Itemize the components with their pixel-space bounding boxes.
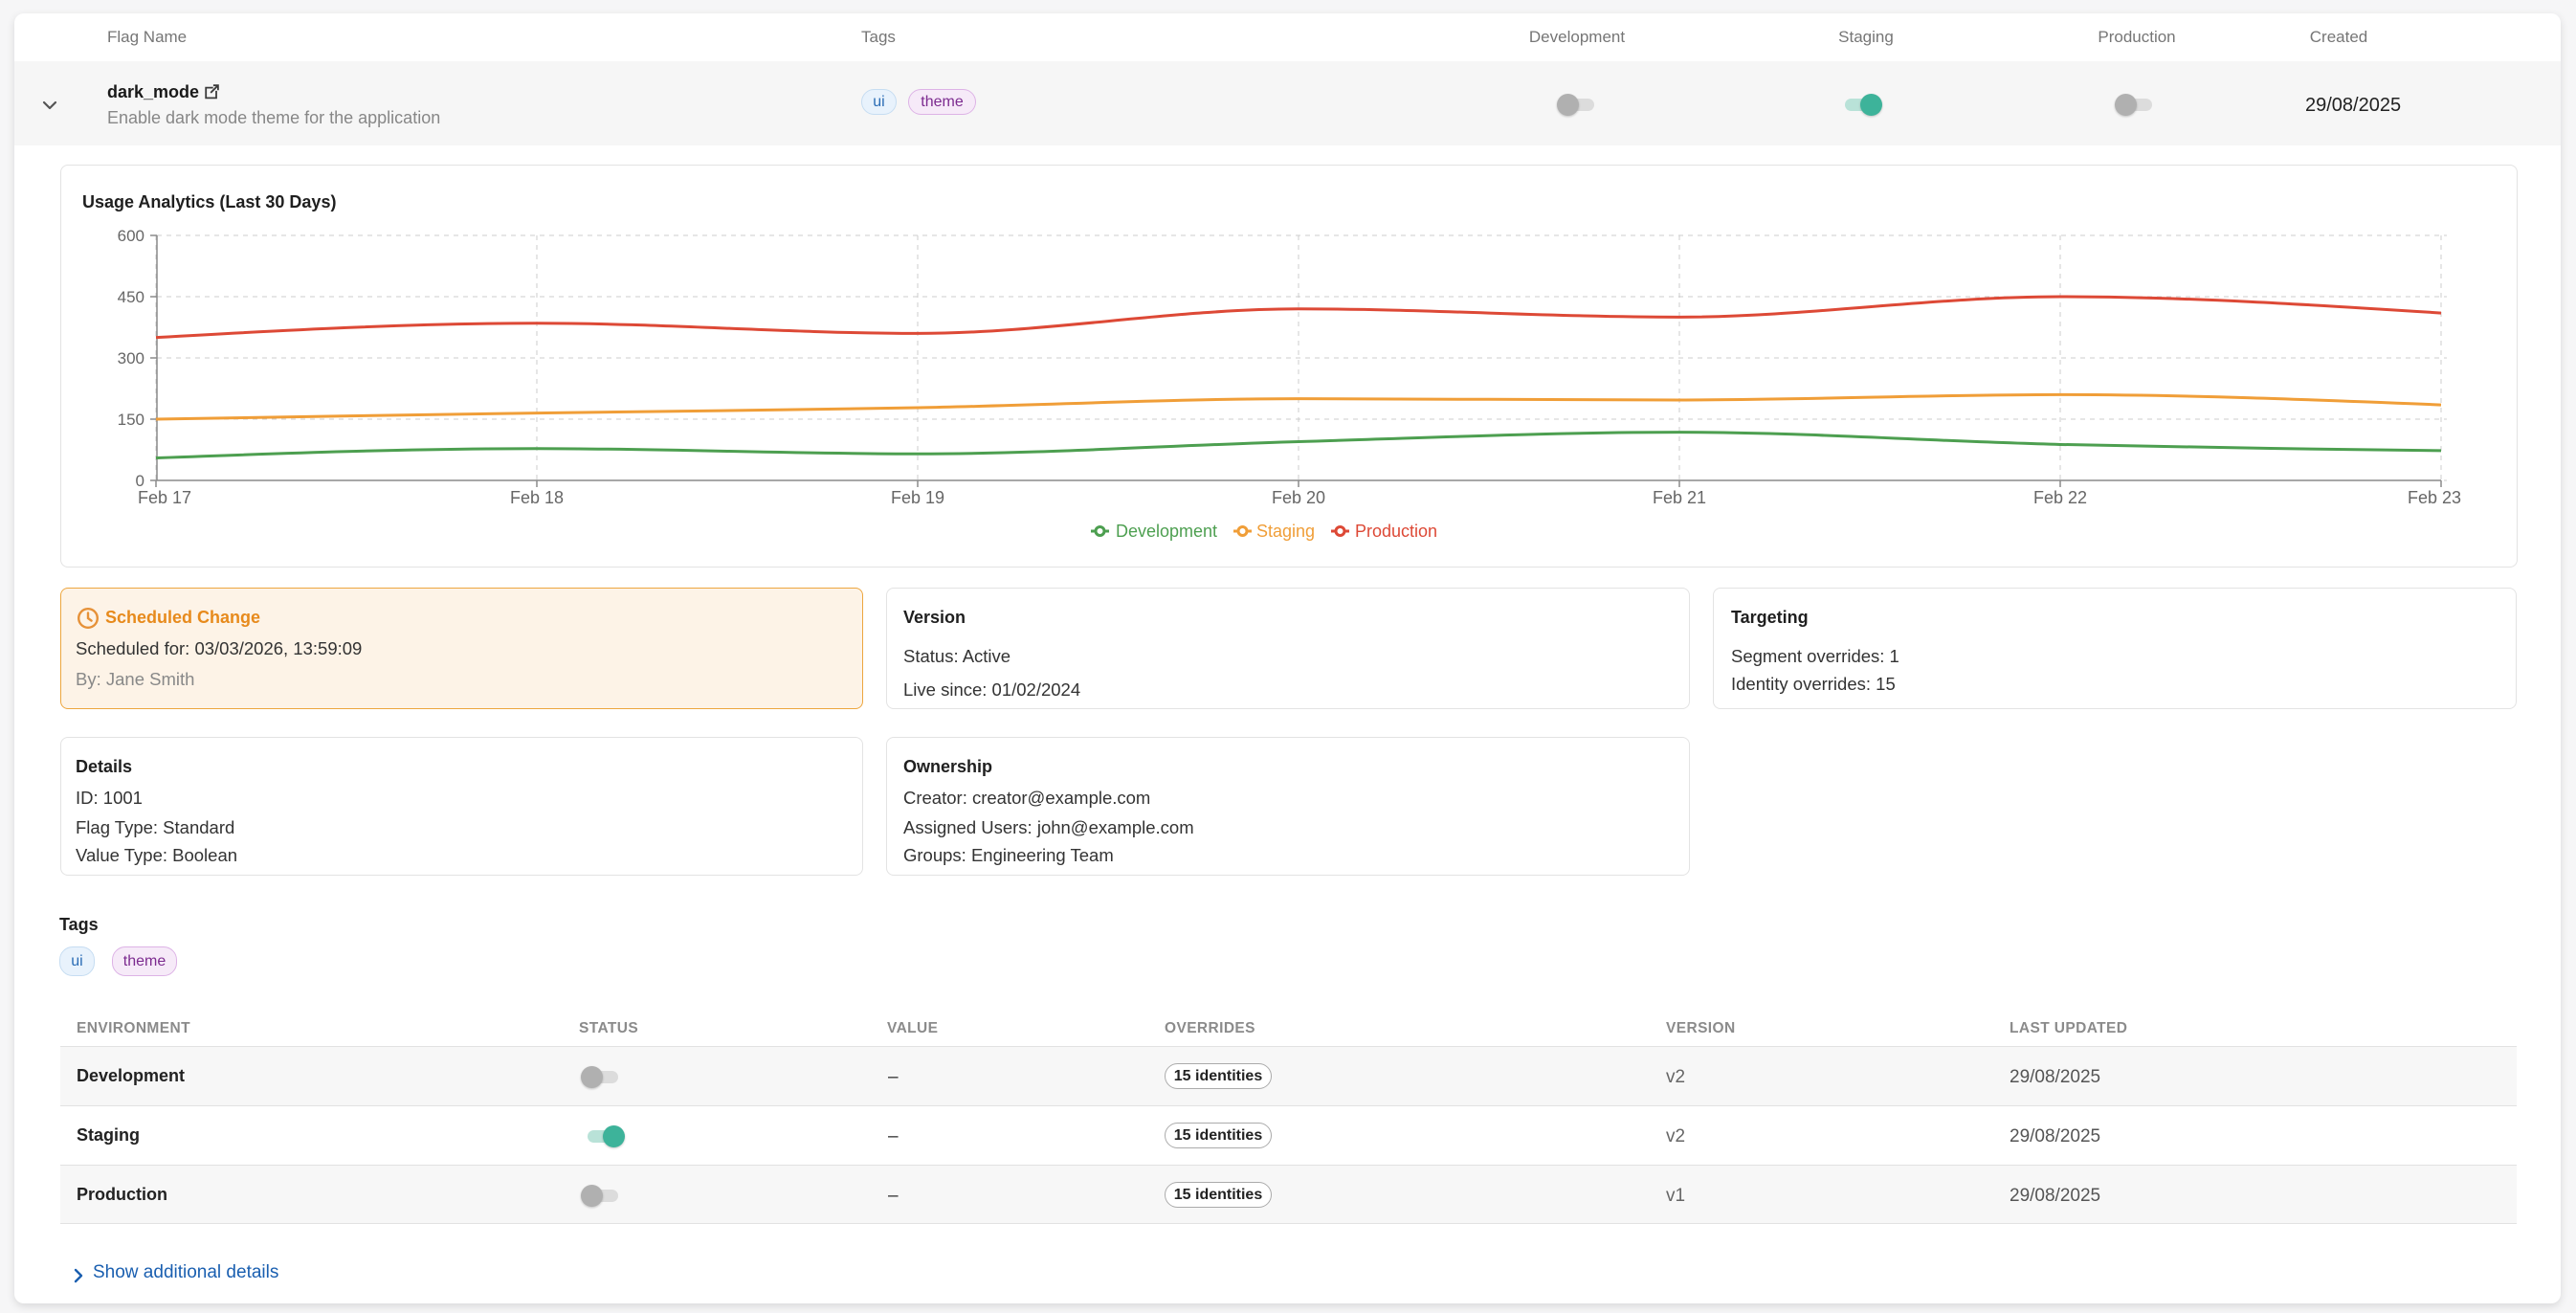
svg-text:Development: Development	[1116, 522, 1217, 541]
svg-text:Feb 21: Feb 21	[1653, 488, 1706, 507]
svg-text:Staging: Staging	[1256, 522, 1315, 541]
svg-text:Feb 19: Feb 19	[891, 488, 944, 507]
svg-text:Feb 23: Feb 23	[2408, 488, 2461, 507]
svg-text:Production: Production	[1355, 522, 1437, 541]
svg-text:450: 450	[118, 288, 144, 306]
svg-text:0: 0	[136, 472, 144, 490]
svg-text:Feb 17: Feb 17	[138, 488, 191, 507]
svg-text:150: 150	[118, 411, 144, 429]
svg-text:600: 600	[118, 227, 144, 245]
svg-text:Feb 20: Feb 20	[1272, 488, 1325, 507]
svg-text:Feb 22: Feb 22	[2033, 488, 2087, 507]
svg-text:Feb 18: Feb 18	[510, 488, 564, 507]
svg-text:300: 300	[118, 349, 144, 367]
